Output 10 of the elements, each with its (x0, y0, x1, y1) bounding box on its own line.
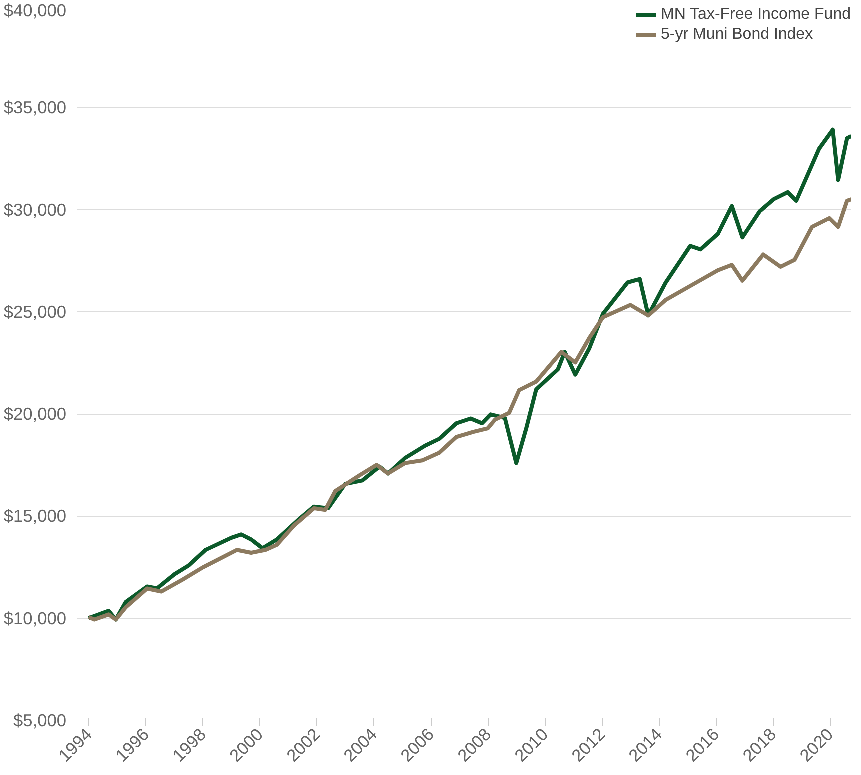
y-tick-label: $30,000 (4, 200, 67, 220)
y-tick-label: $15,000 (4, 506, 67, 526)
legend-label: MN Tax-Free Income Fund (661, 6, 851, 24)
y-tick-label: $40,000 (4, 0, 67, 20)
y-tick-label: $20,000 (4, 404, 67, 424)
y-tick-label: $35,000 (4, 98, 67, 118)
y-tick-label: $25,000 (4, 302, 67, 322)
y-tick-label: $5,000 (14, 710, 66, 730)
legend-label: 5-yr Muni Bond Index (661, 26, 814, 44)
y-tick-label: $10,000 (4, 608, 67, 628)
